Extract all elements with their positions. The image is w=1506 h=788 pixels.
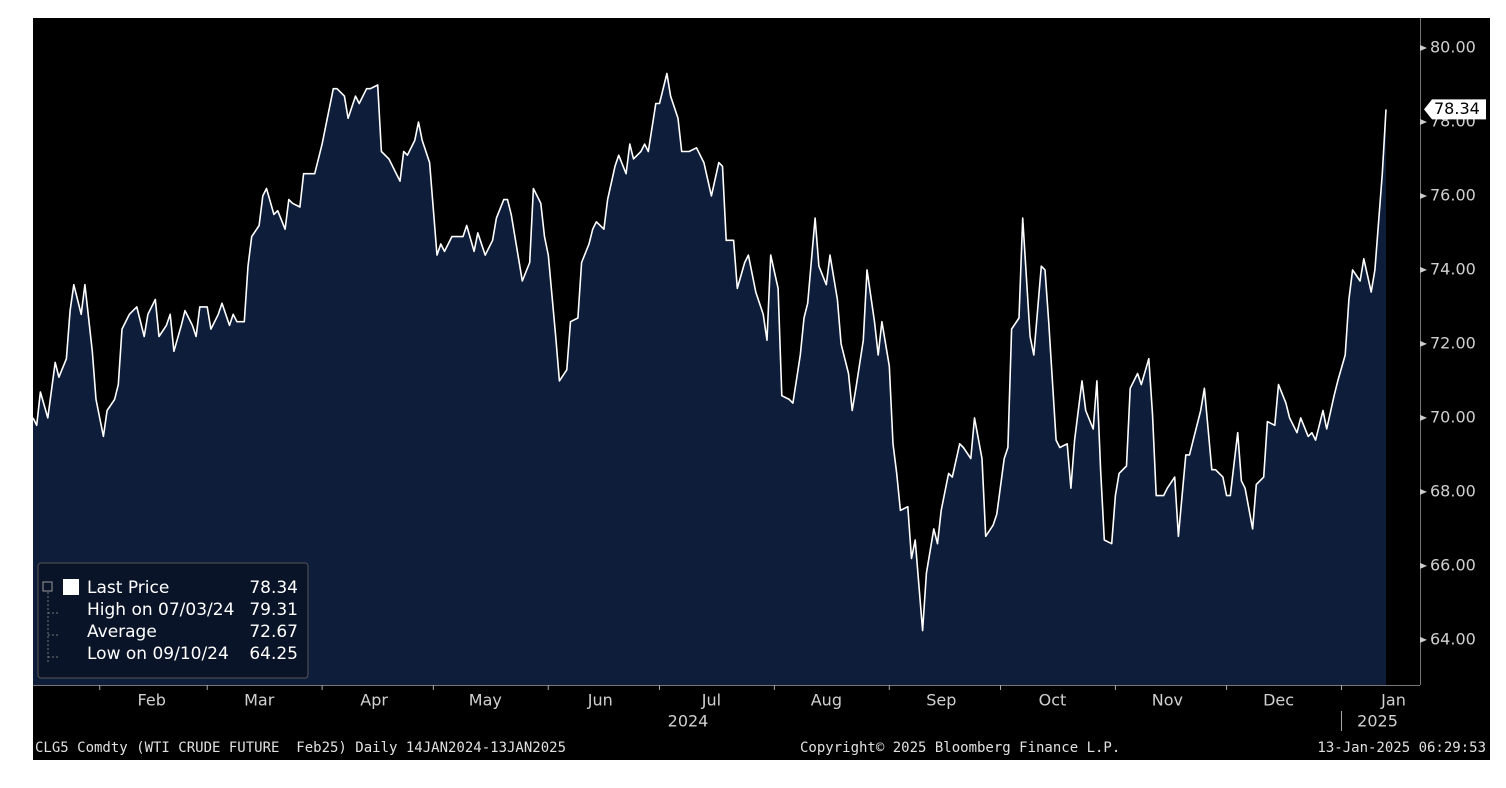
y-tick	[1420, 192, 1427, 199]
x-tick-label: Feb	[138, 691, 166, 710]
y-tick	[1420, 414, 1427, 421]
footer-timestamp: 13-Jan-2025 06:29:53	[1317, 740, 1486, 756]
y-tick	[1420, 562, 1427, 569]
x-tick-label: Oct	[1039, 691, 1067, 710]
legend-tree	[47, 592, 58, 662]
x-tick-label: Aug	[811, 691, 842, 710]
y-tick-label: 72.00	[1430, 333, 1476, 352]
y-tick-label: 74.00	[1430, 259, 1476, 278]
x-tick-label: Dec	[1263, 691, 1294, 710]
y-tick	[1420, 266, 1427, 273]
x-tick-label: Sep	[926, 691, 956, 710]
year-label: 2025	[1357, 712, 1398, 731]
x-tick-label: Jul	[701, 691, 721, 710]
x-tick-label: May	[469, 691, 502, 710]
footer-source: CLG5 Comdty (WTI CRUDE FUTURE Feb25) Dai…	[35, 740, 566, 756]
y-tick	[1420, 44, 1427, 51]
y-tick-label: 64.00	[1430, 629, 1476, 648]
legend-value: 78.34	[249, 578, 298, 598]
legend-box	[37, 562, 309, 679]
legend-marker	[63, 579, 79, 595]
y-tick	[1420, 340, 1427, 347]
x-tick-label: Nov	[1152, 691, 1183, 710]
y-tick-label: 68.00	[1430, 481, 1476, 500]
year-label: 2024	[668, 712, 709, 731]
y-tick	[1420, 636, 1427, 643]
x-tick-label: Mar	[244, 691, 275, 710]
y-tick-label: 76.00	[1430, 185, 1476, 204]
x-tick-label: Jun	[587, 691, 613, 710]
area-fill	[33, 73, 1386, 685]
legend-label: Average	[87, 622, 157, 642]
y-tick-label: 70.00	[1430, 407, 1476, 426]
y-tick-label: 66.00	[1430, 555, 1476, 574]
legend-value: 72.67	[249, 622, 298, 642]
legend-label: Low on 09/10/24	[87, 644, 229, 664]
last-price-label: 78.34	[1434, 99, 1480, 118]
legend-collapse	[42, 581, 53, 592]
price-line	[32, 72, 1387, 632]
legend-value: 64.25	[249, 644, 298, 664]
x-tick-label: Jan	[1380, 691, 1406, 710]
footer-copyright: Copyright© 2025 Bloomberg Finance L.P.	[800, 740, 1120, 756]
last-price-tag	[1424, 99, 1486, 120]
legend: Last Price 78.34 High on 07/03/24 79.31 Aver…	[37, 562, 309, 679]
y-tick-label: 80.00	[1430, 37, 1476, 56]
y-tick	[1420, 488, 1427, 495]
legend-label: High on 07/03/24	[87, 600, 234, 620]
x-tick-label: Apr	[360, 691, 388, 710]
legend-label: Last Price	[87, 578, 169, 598]
y-tick	[1420, 118, 1427, 125]
legend-value: 79.31	[249, 600, 298, 620]
